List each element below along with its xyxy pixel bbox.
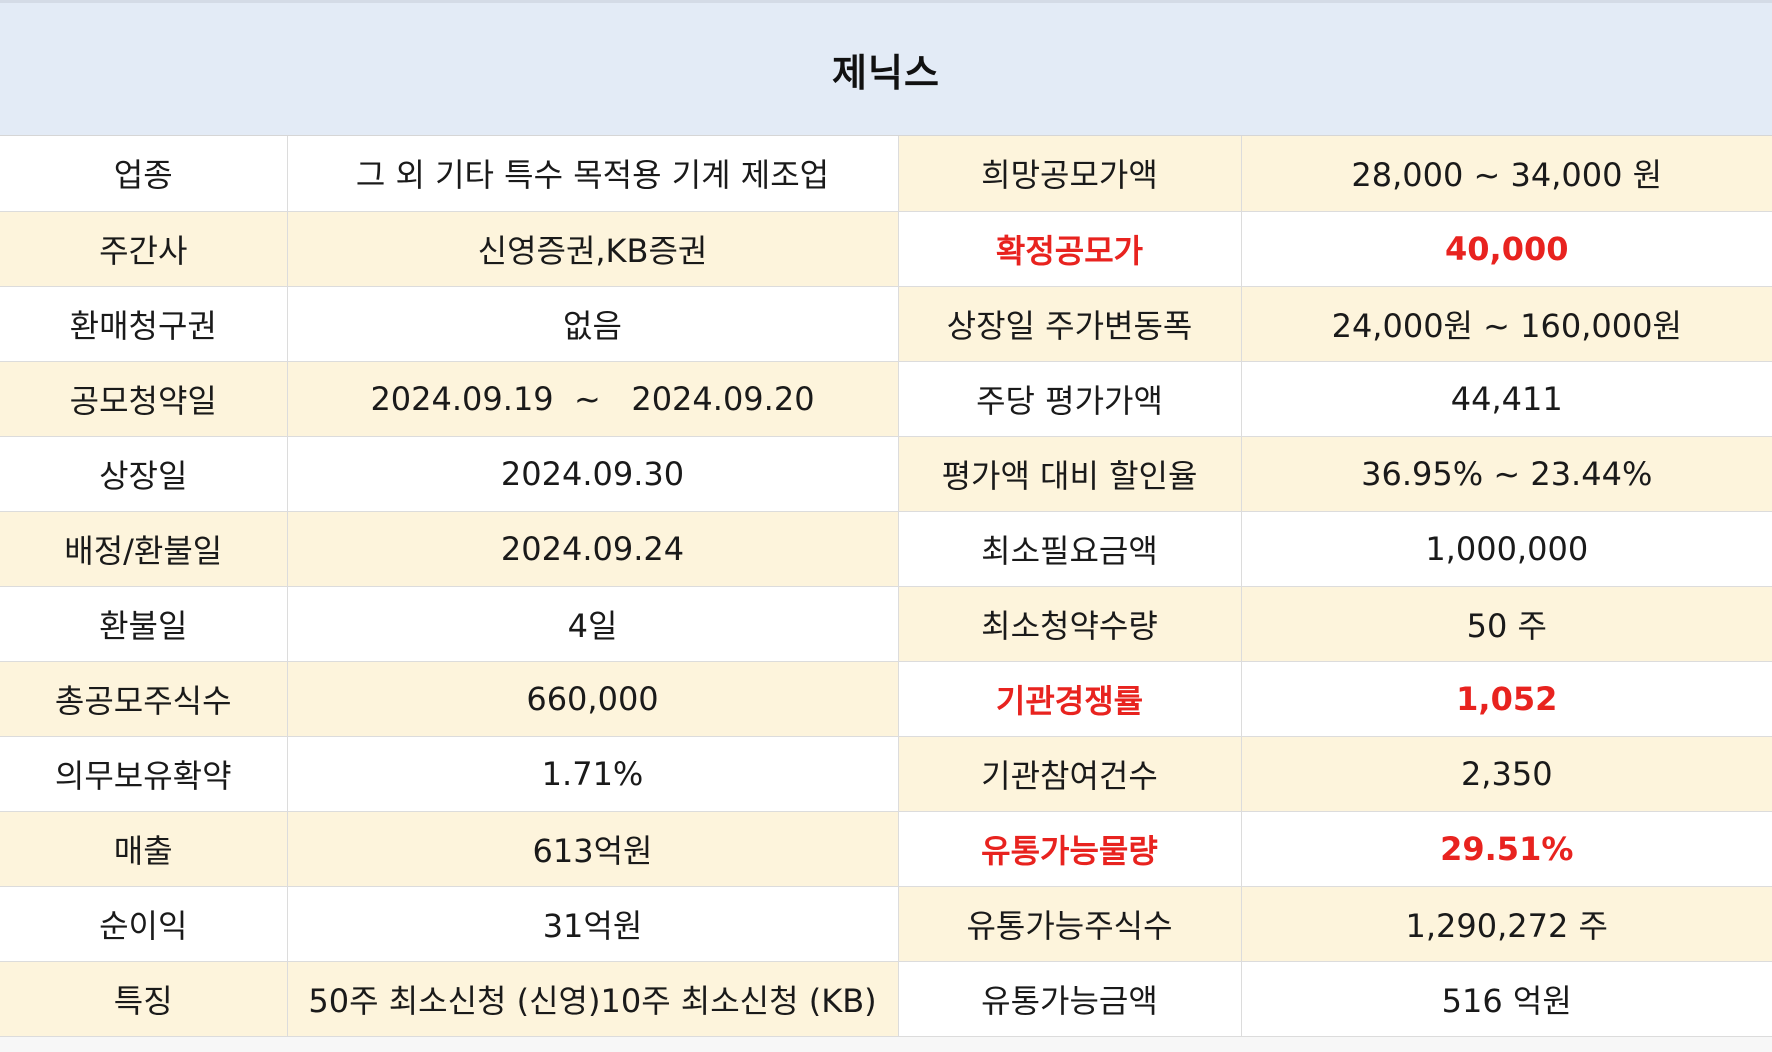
row-value-right: 516 억원 bbox=[1240, 961, 1772, 1037]
row-label-left: 순이익 bbox=[0, 886, 287, 962]
row-label-right: 주당 평가가액 bbox=[897, 361, 1241, 437]
table-row: 순이익 31억원 유통가능주식수 1,290,272 주 bbox=[0, 886, 1772, 962]
row-label-left: 상장일 bbox=[0, 436, 287, 512]
row-value-left: 2024.09.19 ~ 2024.09.20 bbox=[286, 361, 898, 437]
table-row: 환불일 4일 최소청약수량 50 주 bbox=[0, 586, 1772, 662]
row-value-right: 1,000,000 bbox=[1240, 511, 1772, 587]
company-title: 제닉스 bbox=[832, 50, 940, 95]
row-value-left: 그 외 기타 특수 목적용 기계 제조업 bbox=[286, 136, 898, 212]
table-row: 매출 613억원 유통가능물량 29.51% bbox=[0, 811, 1772, 887]
row-value-left: 613억원 bbox=[286, 811, 898, 887]
row-label-right: 상장일 주가변동폭 bbox=[897, 286, 1241, 362]
row-value-left: 50주 최소신청 (신영)10주 최소신청 (KB) bbox=[286, 961, 898, 1037]
row-value-right: 2,350 bbox=[1240, 736, 1772, 812]
table-row: 업종 그 외 기타 특수 목적용 기계 제조업 희망공모가액 28,000 ~ … bbox=[0, 136, 1772, 212]
row-label-right: 기관경쟁률 bbox=[897, 661, 1241, 737]
row-label-left: 업종 bbox=[0, 136, 287, 212]
row-label-left: 배정/환불일 bbox=[0, 511, 287, 587]
row-label-right: 최소필요금액 bbox=[897, 511, 1241, 587]
row-value-left: 31억원 bbox=[286, 886, 898, 962]
table-row: 의무보유확약 1.71% 기관참여건수 2,350 bbox=[0, 736, 1772, 812]
row-label-left: 매출 bbox=[0, 811, 287, 887]
table-row: 주간사 신영증권,KB증권 확정공모가 40,000 bbox=[0, 211, 1772, 287]
row-value-left: 660,000 bbox=[286, 661, 898, 737]
row-value-right: 1,290,272 주 bbox=[1240, 886, 1772, 962]
row-label-left: 공모청약일 bbox=[0, 361, 287, 437]
table-row: 공모청약일 2024.09.19 ~ 2024.09.20 주당 평가가액 44… bbox=[0, 361, 1772, 437]
row-label-left: 환불일 bbox=[0, 586, 287, 662]
table-row: 총공모주식수 660,000 기관경쟁률 1,052 bbox=[0, 661, 1772, 737]
bottom-margin bbox=[0, 1037, 1772, 1052]
ipo-info-table: 업종 그 외 기타 특수 목적용 기계 제조업 희망공모가액 28,000 ~ … bbox=[0, 136, 1772, 1037]
table-row: 환매청구권 없음 상장일 주가변동폭 24,000원 ~ 160,000원 bbox=[0, 286, 1772, 362]
row-label-left: 주간사 bbox=[0, 211, 287, 287]
row-value-right: 36.95% ~ 23.44% bbox=[1240, 436, 1772, 512]
row-value-left: 신영증권,KB증권 bbox=[286, 211, 898, 287]
row-label-right: 유통가능물량 bbox=[897, 811, 1241, 887]
row-label-right: 유통가능주식수 bbox=[897, 886, 1241, 962]
row-value-left: 없음 bbox=[286, 286, 898, 362]
row-value-right: 1,052 bbox=[1240, 661, 1772, 737]
row-label-right: 유통가능금액 bbox=[897, 961, 1241, 1037]
row-label-left: 환매청구권 bbox=[0, 286, 287, 362]
row-value-right: 50 주 bbox=[1240, 586, 1772, 662]
row-label-left: 의무보유확약 bbox=[0, 736, 287, 812]
row-label-right: 희망공모가액 bbox=[897, 136, 1241, 212]
row-label-right: 기관참여건수 bbox=[897, 736, 1241, 812]
row-label-right: 평가액 대비 할인율 bbox=[897, 436, 1241, 512]
row-value-left: 1.71% bbox=[286, 736, 898, 812]
row-label-left: 특징 bbox=[0, 961, 287, 1037]
row-label-left: 총공모주식수 bbox=[0, 661, 287, 737]
row-value-right: 40,000 bbox=[1240, 211, 1772, 287]
row-value-right: 28,000 ~ 34,000 원 bbox=[1240, 136, 1772, 212]
table-row: 특징 50주 최소신청 (신영)10주 최소신청 (KB) 유통가능금액 516… bbox=[0, 961, 1772, 1037]
table-row: 배정/환불일 2024.09.24 최소필요금액 1,000,000 bbox=[0, 511, 1772, 587]
row-value-right: 24,000원 ~ 160,000원 bbox=[1240, 286, 1772, 362]
title-bar: 제닉스 bbox=[0, 0, 1772, 136]
row-value-right: 29.51% bbox=[1240, 811, 1772, 887]
table-row: 상장일 2024.09.30 평가액 대비 할인율 36.95% ~ 23.44… bbox=[0, 436, 1772, 512]
row-value-right: 44,411 bbox=[1240, 361, 1772, 437]
row-value-left: 2024.09.24 bbox=[286, 511, 898, 587]
row-value-left: 2024.09.30 bbox=[286, 436, 898, 512]
row-label-right: 확정공모가 bbox=[897, 211, 1241, 287]
row-label-right: 최소청약수량 bbox=[897, 586, 1241, 662]
row-value-left: 4일 bbox=[286, 586, 898, 662]
